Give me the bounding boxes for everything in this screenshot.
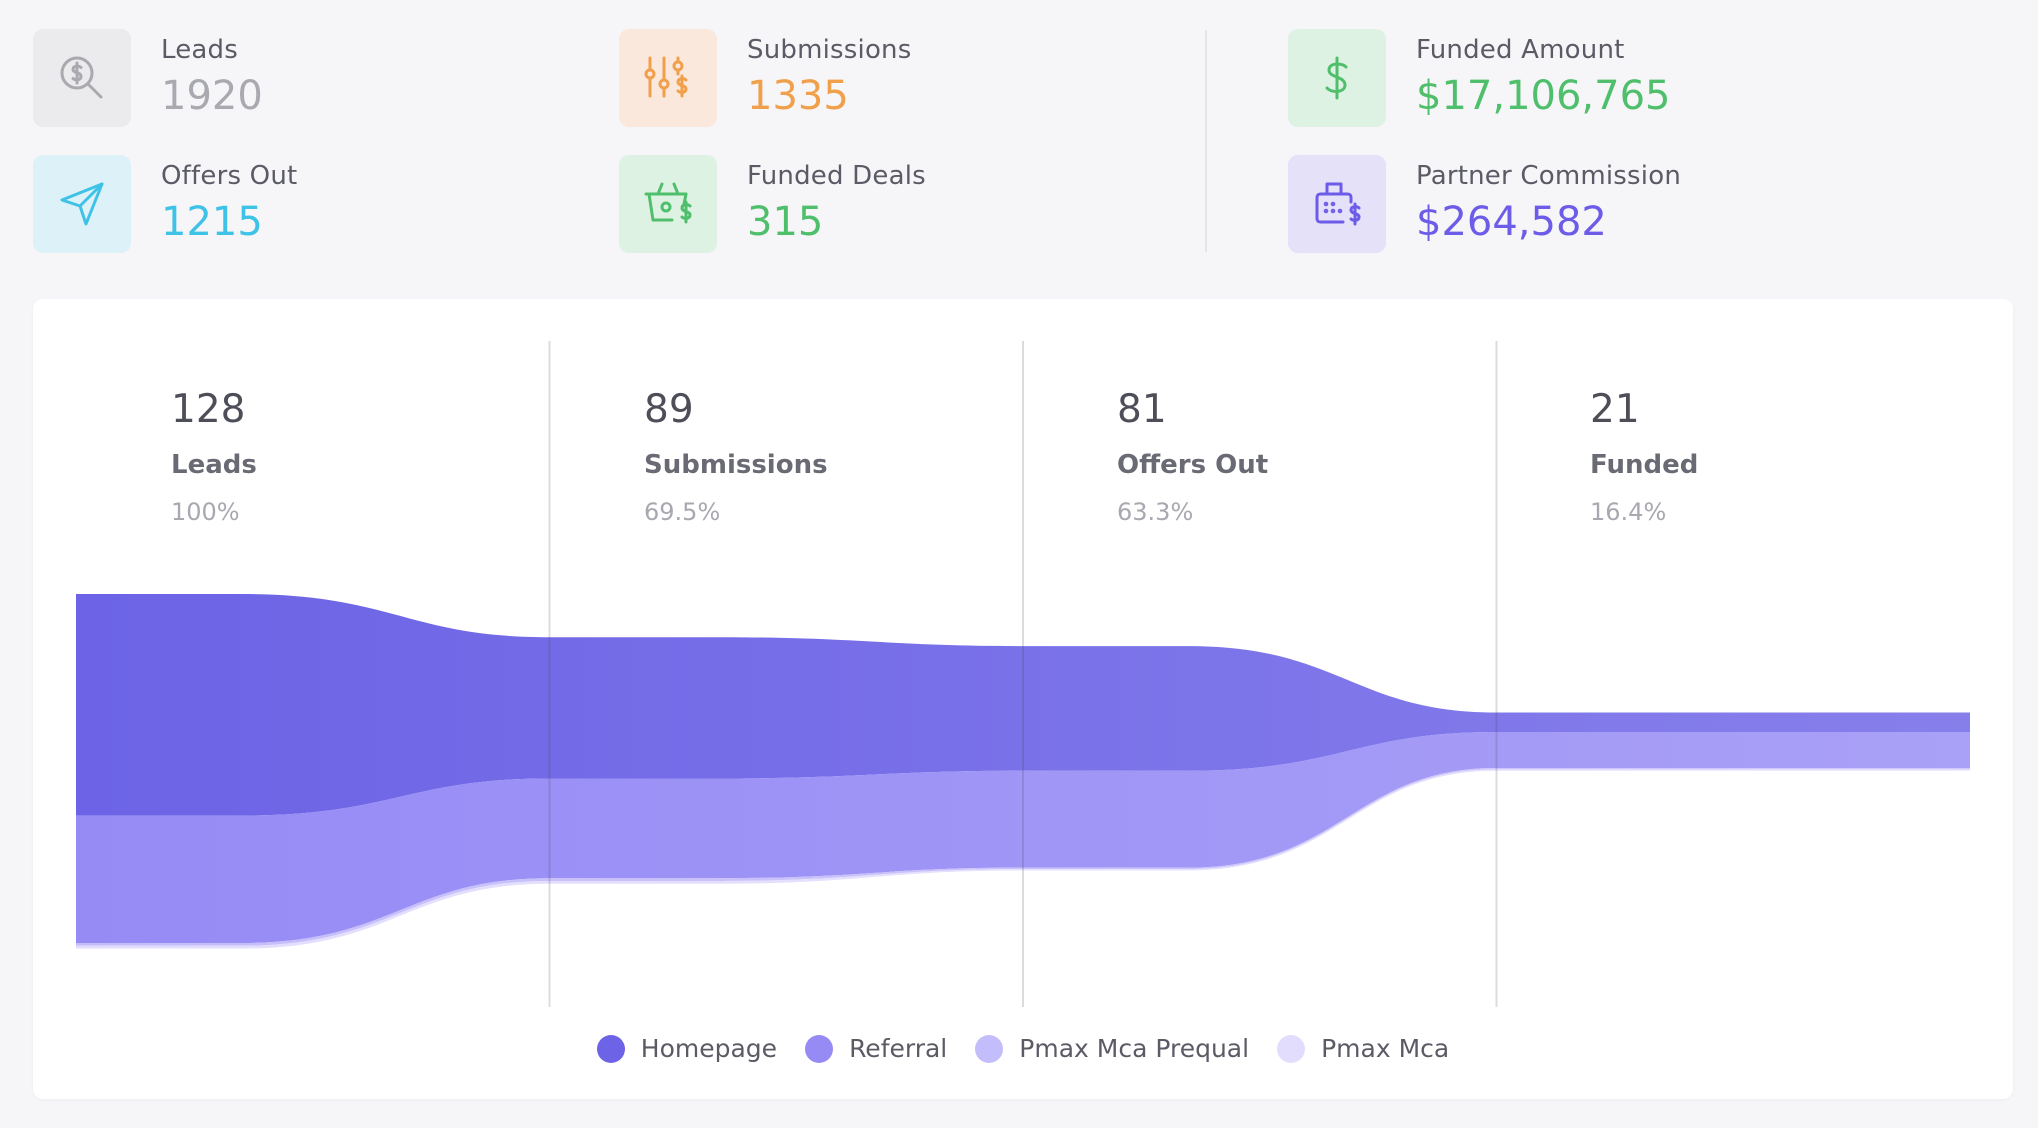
legend-label: Pmax Mca — [1321, 1034, 1450, 1063]
dollar-icon — [1325, 56, 1348, 100]
search-dollar-icon — [60, 56, 103, 99]
basket-dollar-icon — [644, 182, 692, 224]
stat-funded-deals: Funded Deals 315 — [619, 155, 926, 253]
funnel-area-homepage[interactable] — [76, 594, 1970, 816]
funnel-stage-offers-out: 81 Offers Out 63.3% — [1117, 387, 1268, 526]
legend-label: Homepage — [640, 1034, 778, 1063]
sliders-dollar-icon — [644, 56, 688, 98]
fax-dollar-icon — [1315, 182, 1361, 226]
stat-funded-deals-value: 315 — [747, 199, 824, 245]
stat-offers-out-label: Offers Out — [161, 161, 298, 191]
stat-funded-deals-label: Funded Deals — [747, 161, 926, 191]
legend-label: Referral — [849, 1034, 948, 1063]
funnel-stage-name: Offers Out — [1117, 450, 1269, 480]
funnel-stage-name: Leads — [171, 450, 257, 480]
stat-leads-icon-box — [33, 29, 131, 127]
funnel-stage-percent: 16.4% — [1590, 498, 1667, 526]
legend-dot — [1277, 1034, 1306, 1063]
funnel-stage-submissions: 89 Submissions 69.5% — [644, 387, 828, 526]
funnel-stage-funded: 21 Funded 16.4% — [1590, 387, 1698, 526]
stat-offers-out: Offers Out 1215 — [33, 155, 297, 253]
legend-dot — [975, 1034, 1004, 1063]
send-icon — [60, 182, 104, 226]
stat-leads: Leads 1920 — [33, 29, 263, 127]
legend-item-pmax-mca-prequal[interactable]: Pmax Mca Prequal — [975, 1034, 1249, 1063]
legend-item-referral[interactable]: Referral — [805, 1034, 947, 1063]
stat-partner-commission-icon-box — [1288, 155, 1386, 253]
funnel-stage-leads: 128 Leads 100% — [171, 387, 257, 526]
funnel-stage-count: 128 — [171, 387, 246, 432]
stat-funded-amount: Funded Amount $17,106,765 — [1288, 29, 1670, 127]
funnel-stage-name: Funded — [1590, 450, 1699, 480]
funnel-stage-count: 89 — [644, 387, 694, 432]
stat-partner-commission-value: $264,582 — [1416, 199, 1607, 245]
stat-submissions-label: Submissions — [747, 35, 912, 65]
stat-partner-commission: Partner Commission $264,582 — [1288, 155, 1681, 253]
stat-leads-label: Leads — [161, 35, 239, 65]
legend-label: Pmax Mca Prequal — [1019, 1034, 1250, 1063]
stat-partner-commission-label: Partner Commission — [1416, 161, 1681, 191]
chart-legend: Homepage Referral Pmax Mca Prequal Pmax … — [33, 1034, 2013, 1063]
stat-funded-deals-icon-box — [619, 155, 717, 253]
funnel-stage-name: Submissions — [644, 450, 828, 480]
stat-leads-value: 1920 — [161, 73, 263, 119]
stat-offers-out-value: 1215 — [161, 199, 263, 245]
stat-funded-amount-label: Funded Amount — [1416, 35, 1625, 65]
stat-funded-amount-icon-box — [1288, 29, 1386, 127]
stat-submissions-value: 1335 — [747, 73, 849, 119]
legend-dot — [596, 1034, 625, 1063]
stat-submissions-icon-box — [619, 29, 717, 127]
funnel-area-referral[interactable] — [76, 731, 1970, 944]
funnel-chart-card: 128 Leads 100% 89 Submissions 69.5% 81 O… — [33, 299, 2013, 1099]
legend-item-homepage[interactable]: Homepage — [596, 1034, 778, 1063]
funnel-stage-percent: 63.3% — [1117, 498, 1194, 526]
funnel-stage-percent: 100% — [171, 498, 240, 526]
stat-submissions: Submissions 1335 — [619, 29, 911, 127]
legend-item-pmax-mca[interactable]: Pmax Mca — [1277, 1034, 1449, 1063]
funnel-stage-percent: 69.5% — [644, 498, 721, 526]
funnel-chart — [76, 341, 1970, 1007]
stats-divider — [1205, 30, 1207, 252]
stat-funded-amount-value: $17,106,765 — [1416, 73, 1671, 119]
funnel-stage-count: 81 — [1117, 387, 1167, 432]
funnel-stage-count: 21 — [1590, 387, 1640, 432]
legend-dot — [805, 1034, 834, 1063]
stat-offers-out-icon-box — [33, 155, 131, 253]
